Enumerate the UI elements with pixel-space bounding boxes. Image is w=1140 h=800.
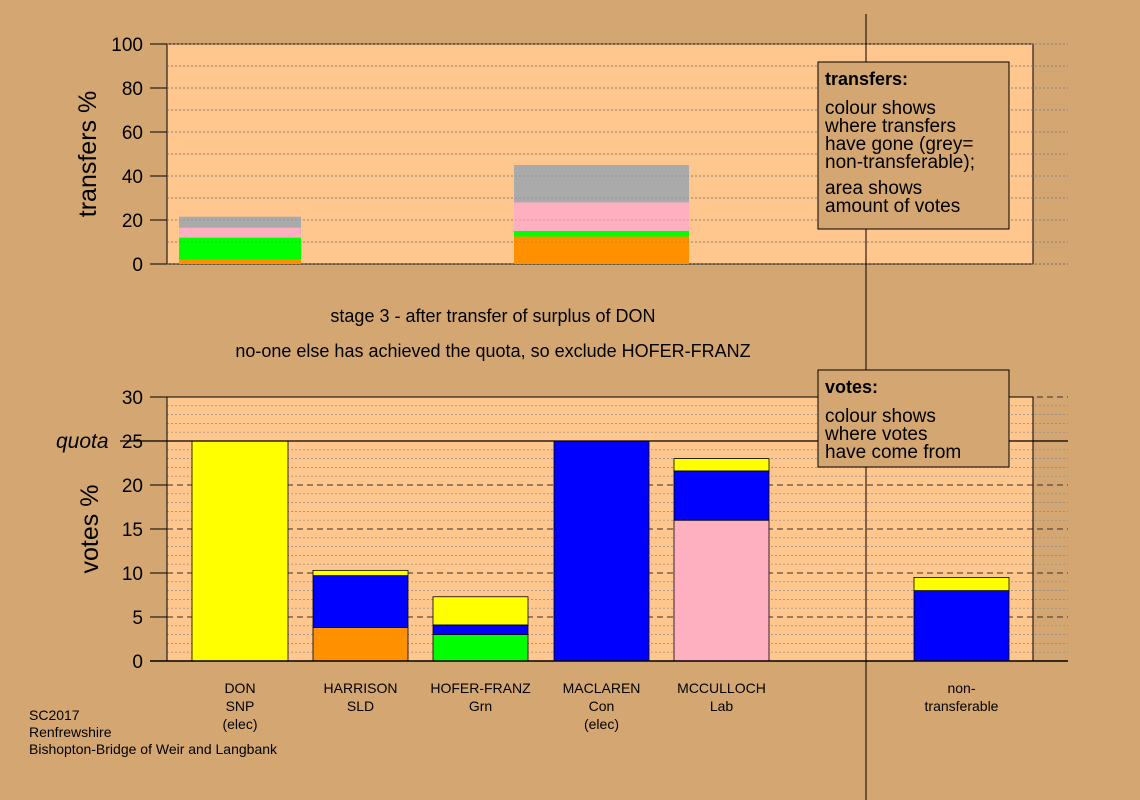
vote-bar-segment [673, 470, 770, 521]
candidate-label: DON [224, 680, 255, 696]
legend-line: where transfers [824, 116, 956, 137]
vote-bar-segment [191, 440, 289, 662]
transfers-y-tick-label: 20 [122, 211, 143, 232]
legend-line: non-transferable); [825, 152, 975, 173]
transfer-bar-segment [179, 216, 301, 228]
votes-y-tick-label: 5 [132, 608, 143, 629]
footer-election: SC2017 [29, 707, 80, 723]
transfers-y-axis-title: transfers % [74, 91, 102, 217]
votes-y-axis-title: votes % [76, 485, 104, 574]
transfer-bar-segment [514, 165, 689, 203]
candidate-label: MACLAREN [563, 680, 641, 696]
votes-y-tick-label: 15 [122, 520, 143, 541]
legend-line: have gone (grey= [825, 134, 973, 155]
transfer-bar-segment [179, 237, 301, 260]
candidate-label: (elec) [222, 716, 257, 732]
vote-bar-segment [312, 627, 409, 662]
legend-line: have come from [825, 442, 961, 463]
vote-bar-segment [432, 634, 529, 662]
transfer-bar-segment [514, 202, 689, 231]
legend-box [817, 369, 1010, 468]
transfers-y-axis: 0 20 40 60 80 100 [111, 35, 167, 276]
transfers-y-tick-label: 0 [132, 255, 143, 276]
votes-y-tick-label: 25 [122, 432, 143, 453]
vote-bar-segment [673, 458, 770, 472]
vote-bar-segment [913, 577, 1010, 592]
candidate-label: HOFER-FRANZ [430, 680, 531, 696]
legend-title: transfers: [825, 69, 908, 89]
legend-line: colour shows [825, 406, 936, 427]
votes-y-tick-label: 0 [132, 652, 143, 673]
vote-bar-segment [553, 440, 650, 662]
candidate-label: transferable [925, 698, 999, 714]
transfers-bars [167, 65, 1033, 264]
votes-y-axis: 0 5 10 15 20 25 30 [122, 388, 167, 673]
vote-bar-segment [312, 575, 409, 628]
votes-y-tick-label: 30 [122, 388, 143, 409]
transfers-y-tick-label: 40 [122, 167, 143, 188]
transfers-y-tick-label: 80 [122, 79, 143, 100]
footer-ward: Bishopton-Bridge of Weir and Langbank [29, 741, 278, 757]
votes-bars [120, 440, 1068, 662]
candidate-label: SNP [226, 698, 255, 714]
candidate-label: (elec) [584, 716, 619, 732]
vote-bar-segment [312, 569, 409, 577]
legend-line: area shows [825, 178, 922, 199]
candidate-labels: DON SNP (elec) HARRISON SLD HOFER-FRANZ Grn MAC… [222, 680, 998, 732]
transfers-y-tick-label: 100 [111, 35, 143, 56]
candidate-label: HARRISON [324, 680, 398, 696]
footer-council: Renfrewshire [29, 724, 112, 740]
transfers-y-tick-label: 60 [122, 123, 143, 144]
quota-label: quota [56, 430, 109, 453]
candidate-label: Con [589, 698, 615, 714]
transfer-bar-segment [514, 236, 689, 264]
vote-bar-segment [913, 590, 1010, 662]
candidate-label: non- [947, 680, 975, 696]
votes-y-tick-label: 10 [122, 564, 143, 585]
candidate-label: MCCULLOCH [677, 680, 766, 696]
legend-line: colour shows [825, 98, 936, 119]
transfer-bar-segment [179, 259, 301, 264]
candidate-label: Grn [469, 698, 492, 714]
transfer-bar-segment [179, 227, 301, 238]
legend-line: amount of votes [825, 196, 960, 217]
legend-line: where votes [824, 424, 927, 445]
votes-y-tick-label: 20 [122, 476, 143, 497]
stage-action: no-one else has achieved the quota, so e… [235, 341, 750, 361]
candidate-label: Lab [710, 698, 734, 714]
vote-bar-segment [432, 624, 529, 635]
transfer-bar-segment [514, 231, 689, 237]
vote-bar-segment [432, 596, 529, 626]
vote-bar-segment [673, 519, 770, 662]
legend-box [817, 61, 1010, 230]
legend-title: votes: [825, 377, 878, 397]
stage-description: stage 3 - after transfer of surplus of D… [330, 306, 655, 326]
candidate-label: SLD [347, 698, 374, 714]
